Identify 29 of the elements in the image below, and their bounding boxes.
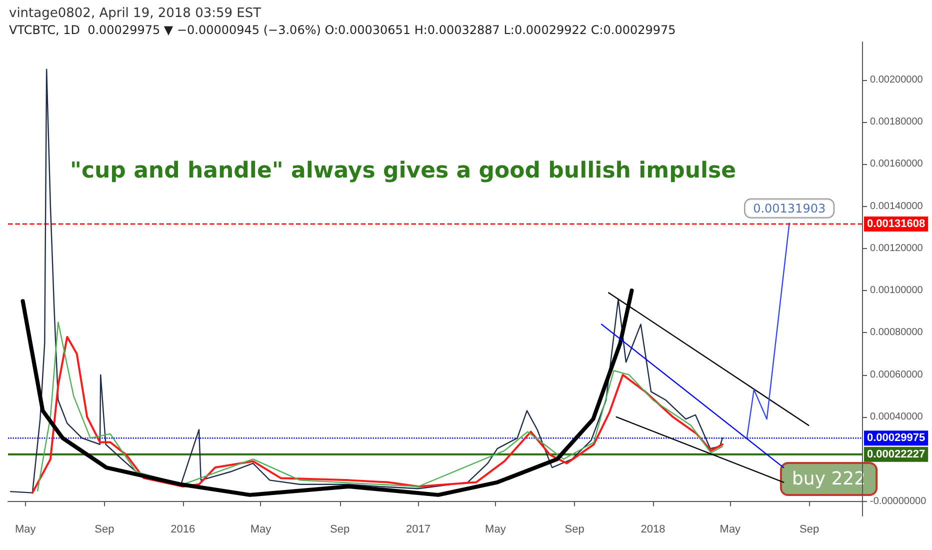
x-tick-label: Sep (94, 524, 114, 536)
x-tick-label: Sep (330, 524, 350, 536)
annotation: "cup and handle" always gives a good bullish impulse (70, 158, 736, 184)
x-tick-label: 2018 (640, 524, 666, 536)
y-tick-label: 0.00140000 (870, 200, 924, 212)
ref-line-label: 0.00022227 (867, 448, 926, 460)
annotation: 0.00131903 (753, 201, 826, 216)
line-series (746, 222, 790, 439)
x-tick-label: 2016 (170, 524, 196, 536)
y-tick-label: 0.00060000 (870, 369, 924, 380)
x-tick-label: 2017 (406, 524, 431, 536)
y-tick-label: 0.00160000 (870, 158, 924, 170)
x-tick-label: Sep (564, 524, 584, 536)
ref-line-label: 0.00131608 (867, 218, 926, 230)
chart-title: vintage0802, April 19, 2018 03:59 EST (9, 6, 262, 21)
y-tick-label: 0.00080000 (870, 327, 924, 338)
y-tick-label: -0.00000000 (870, 496, 927, 507)
ref-line-label: 0.00029975 (867, 432, 926, 444)
y-tick-label: 0.00200000 (870, 74, 924, 86)
chart-subtitle: VTCBTC, 1D 0.00029975 ▼ −0.00000945 (−3.06%) O:0.00030651 H:0.00032887 L:0.00029922 C:0.00029975 (9, 23, 676, 37)
y-tick-label: 0.00180000 (870, 116, 924, 128)
y-tick-label: 0.00040000 (870, 411, 924, 422)
y-tick-label: 0.00100000 (870, 285, 924, 296)
x-tick-label: May (14, 524, 36, 536)
y-tick-label: 0.00120000 (870, 242, 924, 254)
x-tick-label: May (720, 524, 742, 536)
x-tick-label: May (485, 524, 506, 536)
x-tick-label: Sep (799, 524, 820, 536)
x-tick-label: May (250, 524, 272, 536)
